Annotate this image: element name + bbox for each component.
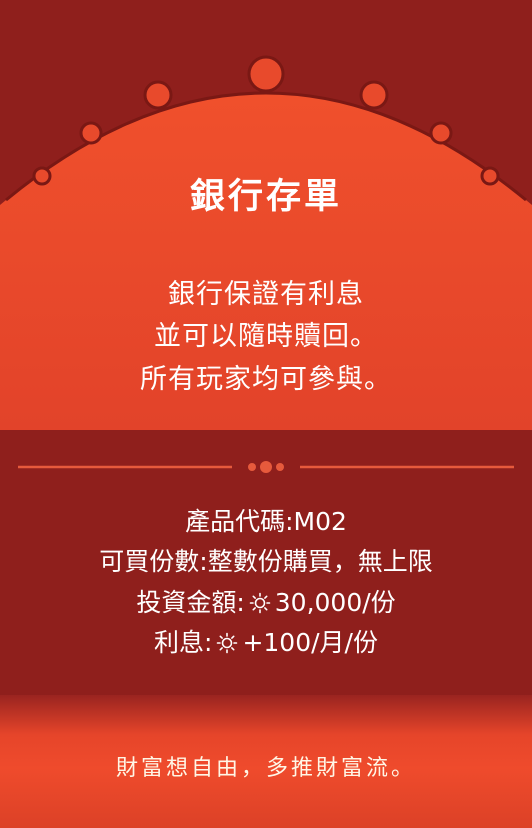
description-line-3: 所有玩家均可參與。: [140, 364, 392, 395]
rim-bead-6: [429, 121, 453, 145]
rim-bead-3: [143, 80, 173, 110]
interest: 利息: +100/月/份: [0, 623, 532, 659]
product-code: 產品代碼:M02: [185, 507, 347, 536]
card-title: 銀行存單: [189, 177, 342, 217]
divider-dot-left: [248, 463, 256, 471]
interest-label: 利息:: [154, 628, 213, 657]
rim-bead-5: [359, 80, 389, 110]
footer-slogan: 財富想自由，多推財富流。: [115, 756, 416, 781]
purchase-quantity: 可買份數:整數份購買，無上限: [99, 547, 433, 576]
rim-bead-1: [32, 166, 52, 186]
arch-rim: [5, 91, 527, 202]
arch-panel: [0, 92, 532, 430]
investment-amount-value: 30,000/份: [274, 588, 396, 617]
arch-beads: [32, 55, 500, 186]
interest-value: +100/月/份: [242, 628, 378, 657]
rim-bead-7: [480, 166, 500, 186]
divider-dot-right: [276, 463, 284, 471]
divider-dot-center: [260, 461, 272, 473]
rim-bead-4: [247, 55, 285, 93]
investment-amount-label: 投資金額:: [136, 588, 245, 617]
description-line-1: 銀行保證有利息: [168, 279, 364, 310]
sun-coin-icon: [249, 592, 271, 614]
lower-band: [0, 430, 532, 695]
investment-amount: 投資金額: 30,000/份: [0, 583, 532, 619]
rim-bead-2: [79, 121, 103, 145]
description-line-2: 並可以隨時贖回。: [154, 321, 378, 352]
footer-band: [0, 695, 532, 828]
sun-coin-icon: [217, 632, 238, 654]
